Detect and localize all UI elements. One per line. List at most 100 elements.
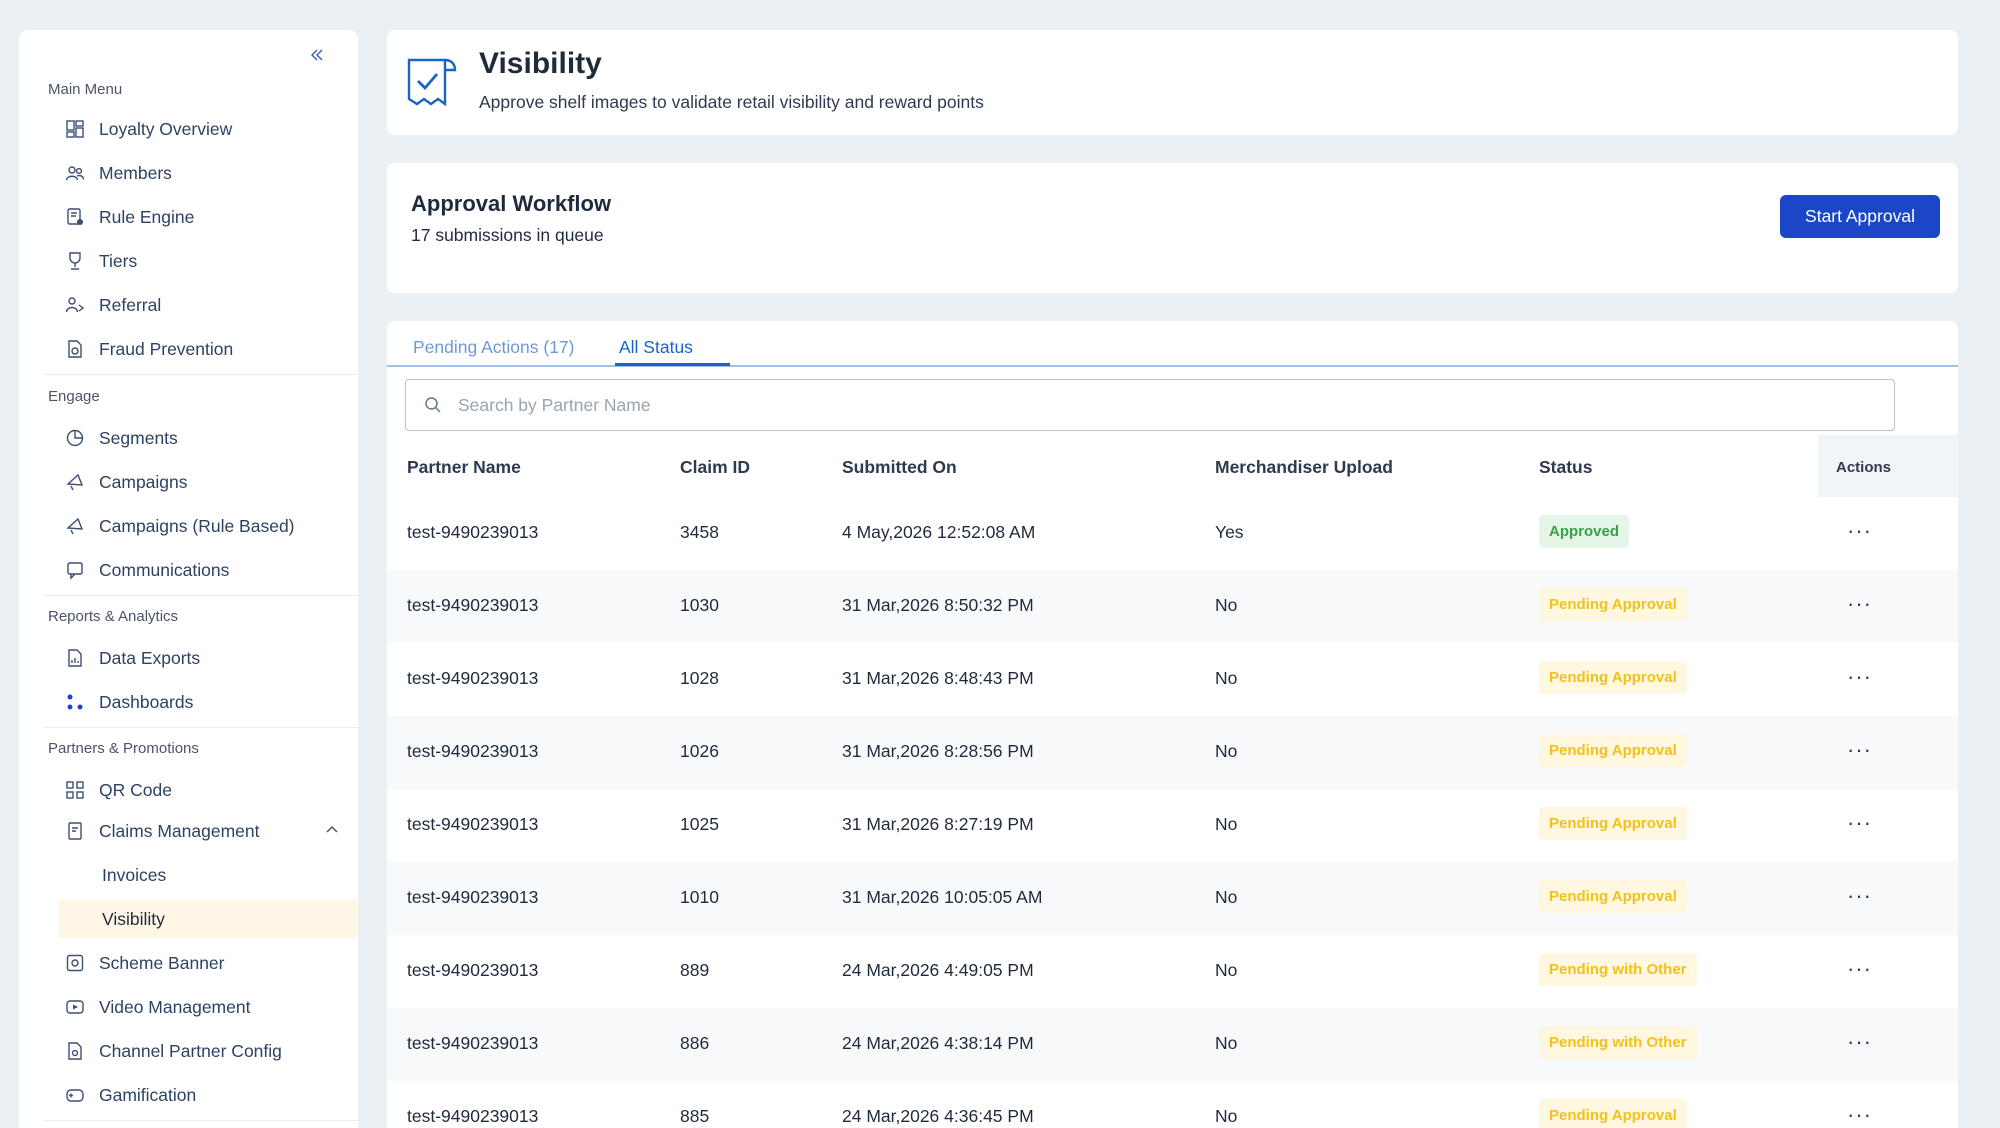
more-actions-icon[interactable]: ··· [1847,1102,1872,1127]
sidebar-item-qr-code[interactable]: QR Code [44,771,358,809]
sidebar-item-label: QR Code [99,779,172,800]
table-row[interactable]: test-9490239013 1030 31 Mar,2026 8:50:32 P… [387,570,1958,643]
sidebar-item-video-management[interactable]: Video Management [44,988,358,1026]
search-box [405,379,1895,431]
claim-id-cell: 1026 [680,741,719,761]
table-row[interactable]: test-9490239013 885 24 Mar,2026 4:36:45 PM… [387,1081,1958,1128]
sidebar-item-loyalty-overview[interactable]: Loyalty Overview [44,110,358,148]
table-row[interactable]: test-9490239013 3458 4 May,2026 12:52:08 A… [387,497,1958,570]
message-icon [65,560,85,580]
queue-count: 17 submissions in queue [411,225,604,245]
column-header-status[interactable]: Status [1539,457,1593,477]
more-actions-icon[interactable]: ··· [1847,1029,1872,1054]
sidebar-item-invoices[interactable]: Invoices [44,856,358,894]
partner-name-cell: test-9490239013 [407,1106,539,1126]
column-header-claim-id[interactable]: Claim ID [680,457,751,477]
status-badge: Pending Approval [1539,880,1687,913]
merchandiser-upload-cell: No [1215,960,1238,980]
merchandiser-upload-cell: No [1215,741,1238,761]
sidebar-item-scheme-banner[interactable]: Scheme Banner [44,944,358,982]
partner-name-cell: test-9490239013 [407,960,539,980]
column-header-actions: Actions [1818,435,1958,497]
divider [44,374,358,375]
merchandiser-upload-cell: No [1215,595,1238,615]
submitted-on-cell: 31 Mar,2026 8:27:19 PM [842,814,1034,834]
sidebar-item-label: Tiers [99,250,138,271]
active-tab-indicator [615,363,730,366]
sidebar-item-channel-partner-config[interactable]: Channel Partner Config [44,1032,358,1070]
sidebar-item-gamification[interactable]: Gamification [44,1076,358,1114]
merchandiser-upload-cell: Yes [1215,522,1244,542]
start-approval-button[interactable]: Start Approval [1780,195,1940,238]
more-actions-icon[interactable]: ··· [1847,810,1872,835]
more-actions-icon[interactable]: ··· [1847,664,1872,689]
claim-id-cell: 1010 [680,887,719,907]
table-row[interactable]: test-9490239013 1010 31 Mar,2026 10:05:05 … [387,862,1958,935]
table-row[interactable]: test-9490239013 1026 31 Mar,2026 8:28:56 P… [387,716,1958,789]
search-input[interactable] [458,394,1858,416]
table-row[interactable]: test-9490239013 1025 31 Mar,2026 8:27:19 P… [387,789,1958,862]
table-row[interactable]: test-9490239013 886 24 Mar,2026 4:38:14 PM… [387,1008,1958,1081]
sidebar-item-claims-management[interactable]: Claims Management [44,812,358,850]
tab-pending-actions[interactable]: Pending Actions (17) [413,337,575,357]
sidebar-item-referral[interactable]: Referral [44,286,358,324]
more-actions-icon[interactable]: ··· [1847,591,1872,616]
status-badge: Pending Approval [1539,734,1687,767]
receipt-check-icon [405,54,463,117]
section-label-reports-analytics: Reports & Analytics [48,608,179,625]
megaphone-icon [65,516,85,536]
status-badge: Pending with Other [1539,953,1697,986]
image-icon [65,953,85,973]
nodes-icon [65,692,85,712]
sidebar-item-label: Data Exports [99,647,201,668]
sidebar-item-segments[interactable]: Segments [44,419,358,457]
column-header-partner-name[interactable]: Partner Name [407,457,521,477]
sidebar-item-dashboards[interactable]: Dashboards [44,683,358,721]
trophy-icon [65,251,85,271]
sidebar-item-rule-engine[interactable]: Rule Engine [44,198,358,236]
approval-workflow-card: Approval Workflow 17 submissions in queu… [387,163,1958,293]
sidebar-item-members[interactable]: Members [44,154,358,192]
sidebar-item-label: Dashboards [99,691,194,712]
sidebar-item-label: Scheme Banner [99,952,225,973]
collapse-sidebar-button[interactable] [304,42,330,68]
sidebar: Main Menu Loyalty Overview Members Rule … [19,30,358,1128]
video-icon [65,997,85,1017]
section-label-engage: Engage [48,388,100,405]
gamepad-icon [65,1085,85,1105]
sidebar-item-label: Campaigns [99,471,188,492]
pie-chart-icon [65,428,85,448]
claim-id-cell: 3458 [680,522,719,542]
sidebar-item-communications[interactable]: Communications [44,551,358,589]
table-row[interactable]: test-9490239013 1028 31 Mar,2026 8:48:43 P… [387,643,1958,716]
status-badge: Pending Approval [1539,661,1687,694]
more-actions-icon[interactable]: ··· [1847,518,1872,543]
section-label-main-menu: Main Menu [48,81,123,98]
more-actions-icon[interactable]: ··· [1847,737,1872,762]
sidebar-item-campaigns-rule-based[interactable]: Campaigns (Rule Based) [44,507,358,545]
sidebar-item-visibility[interactable]: Visibility [59,900,358,938]
workflow-title: Approval Workflow [411,191,612,216]
sidebar-item-label: Claims Management [99,820,260,841]
more-actions-icon[interactable]: ··· [1847,956,1872,981]
tab-all-status[interactable]: All Status [619,337,693,357]
sidebar-item-fraud-prevention[interactable]: Fraud Prevention [44,330,358,368]
sidebar-item-tiers[interactable]: Tiers [44,242,358,280]
divider [44,727,358,728]
merchandiser-upload-cell: No [1215,668,1238,688]
megaphone-icon [65,472,85,492]
sidebar-item-campaigns[interactable]: Campaigns [44,463,358,501]
sidebar-item-label: Visibility [102,908,165,929]
status-badge: Pending Approval [1539,807,1687,840]
sidebar-item-label: Fraud Prevention [99,338,234,359]
more-actions-icon[interactable]: ··· [1847,883,1872,908]
column-header-merchandiser-upload[interactable]: Merchandiser Upload [1215,457,1393,477]
claim-id-cell: 1030 [680,595,719,615]
sidebar-item-label: Channel Partner Config [99,1040,282,1061]
file-chart-icon [65,648,85,668]
divider [44,1120,358,1121]
sidebar-item-label: Members [99,162,172,183]
table-row[interactable]: test-9490239013 889 24 Mar,2026 4:49:05 PM… [387,935,1958,1008]
sidebar-item-data-exports[interactable]: Data Exports [44,639,358,677]
column-header-submitted-on[interactable]: Submitted On [842,457,957,477]
